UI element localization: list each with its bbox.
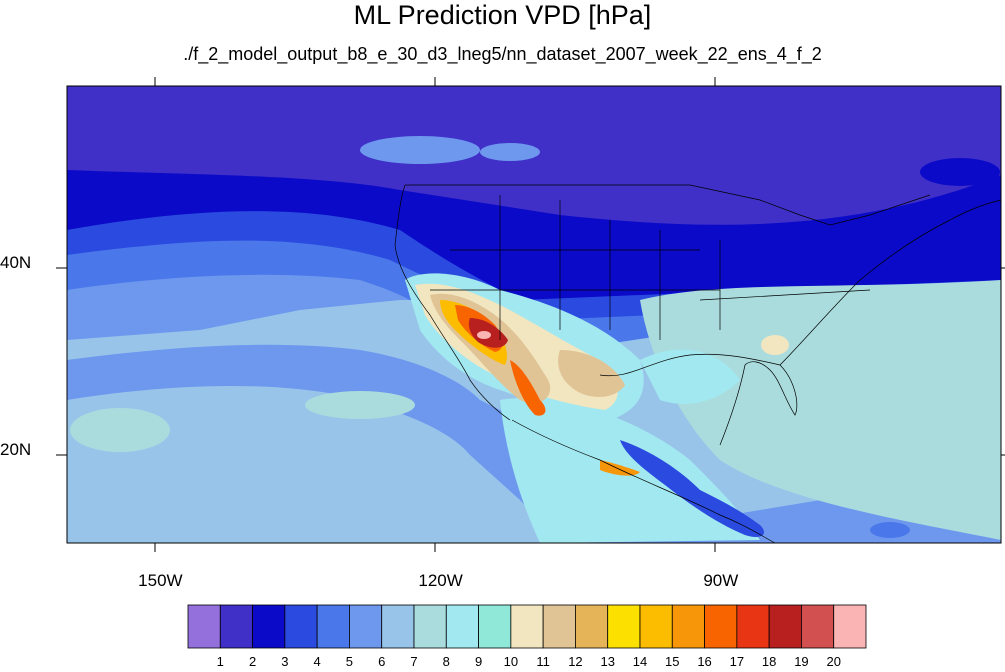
colorbar-swatch (510, 604, 544, 649)
colorbar-label: 16 (697, 654, 712, 669)
colorbar-label: 5 (345, 654, 354, 669)
colorbar-label: 15 (665, 654, 680, 669)
colorbar-label: 3 (281, 654, 289, 669)
colorbar-label: 12 (568, 654, 583, 669)
colorbar-swatch (284, 604, 318, 649)
lat-label: 40N (0, 253, 32, 273)
colorbar-label: 1 (216, 654, 224, 669)
colorbar-swatch (381, 604, 415, 649)
colorbar-swatch (801, 604, 835, 649)
colorbar-swatch (575, 604, 609, 649)
colorbar-swatch (704, 604, 738, 649)
colorbar-label: 10 (503, 654, 519, 669)
colorbar-swatch (187, 604, 221, 649)
colorbar (187, 604, 867, 649)
colorbar-label: 2 (248, 654, 257, 669)
colorbar-label: 18 (761, 654, 777, 669)
map-frame (66, 85, 1002, 544)
colorbar-label: 11 (536, 654, 550, 669)
colorbar-label: 4 (313, 654, 321, 669)
lon-label: 90W (703, 571, 739, 590)
colorbar-swatch (316, 604, 350, 649)
colorbar-label: 6 (378, 654, 386, 669)
colorbar-swatch (478, 604, 512, 649)
colorbar-label: 7 (410, 654, 418, 669)
map-title: ML Prediction VPD [hPa] (353, 0, 652, 30)
colorbar-label: 9 (474, 654, 483, 669)
colorbar-swatch (833, 604, 867, 649)
lat-label: 20N (0, 439, 32, 459)
colorbar-swatch (736, 604, 770, 649)
colorbar-swatch (445, 604, 479, 649)
colorbar-swatch (349, 604, 383, 649)
lon-label: 120W (418, 571, 463, 590)
coastlines (394, 184, 1001, 543)
vpd-field (67, 86, 1001, 543)
lon-label: 150W (138, 571, 183, 590)
colorbar-swatch (252, 604, 286, 649)
map-subtitle: ./f_2_model_output_b8_e_30_d3_lneg5/nn_d… (183, 44, 822, 64)
colorbar-label: 19 (794, 654, 809, 669)
colorbar-label: 13 (600, 654, 615, 669)
colorbar-label: 14 (632, 654, 648, 669)
colorbar-swatch (607, 604, 641, 649)
colorbar-swatch (542, 604, 576, 649)
colorbar-swatch (219, 604, 253, 649)
colorbar-swatch (768, 604, 802, 649)
colorbar-label: 17 (729, 654, 745, 669)
axis-ticks (56, 77, 1005, 552)
colorbar-swatch (413, 604, 447, 649)
colorbar-swatch (671, 604, 705, 649)
colorbar-label: 8 (442, 654, 450, 669)
colorbar-swatch (639, 604, 673, 649)
colorbar-label: 20 (826, 654, 841, 669)
